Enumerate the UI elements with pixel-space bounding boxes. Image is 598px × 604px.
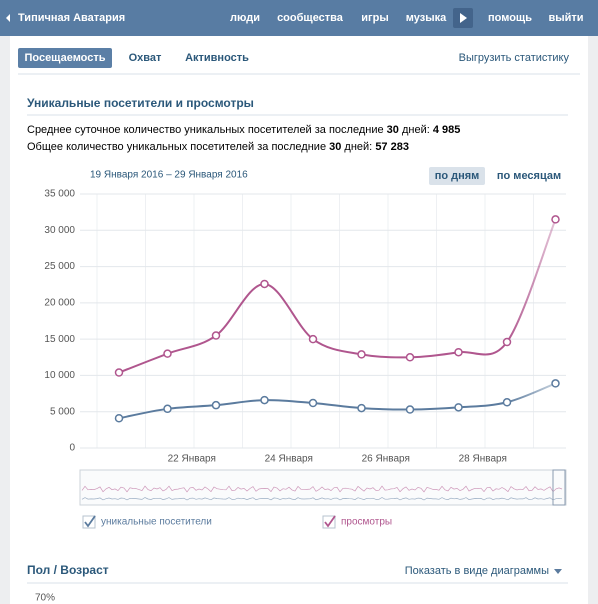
x-tick-label: 26 Января [362,454,410,465]
period-button[interactable]: по дням [435,170,480,182]
tab[interactable]: Посещаемость [24,52,105,64]
nav-link[interactable]: музыка [406,12,447,24]
back-link[interactable]: Типичная Аватария [18,12,125,24]
y-tick-label: 25 000 [44,261,75,272]
point [405,405,415,414]
point [405,353,415,362]
point [502,337,512,347]
point [211,400,221,410]
point [502,398,512,407]
tab[interactable]: Активность [185,52,249,64]
series-line [118,382,556,420]
point [357,403,366,413]
top-bar [0,0,598,36]
x-tick-label: 22 Января [168,454,216,465]
point [260,279,269,289]
x-tick-label: 24 Января [265,454,313,465]
navigator-lines [81,469,566,506]
toggle-link[interactable]: Показать в виде диаграммы [405,565,549,577]
point [308,398,318,408]
navigator-line [81,485,563,493]
point [551,215,560,224]
tab-selected[interactable] [18,48,112,68]
export-link[interactable]: Выгрузить статистику [459,52,570,64]
legend-check [84,515,96,528]
back-arrow[interactable] [6,14,10,22]
y-tick-label: 15 000 [44,334,75,345]
period-button[interactable]: по месяцам [497,170,561,182]
series-line [118,219,557,374]
y-tick-label: 10 000 [44,370,75,381]
stat-text: Общее количество уникальных посетителей … [27,141,329,153]
date-range[interactable]: 19 Января 2016 – 29 Января 2016 [90,170,248,181]
x-tick-label: 28 Января [459,454,507,465]
stat-days: 30 [387,124,399,136]
stat-line: Общее количество уникальных посетителей … [27,141,409,153]
y-tick-label: 70% [35,593,55,604]
dropdown-arrow [554,569,562,574]
y-tick-label: 5 000 [50,406,75,417]
point [454,347,463,357]
legend-label: уникальные посетители [101,517,212,528]
y-tick-label: 0 [69,443,75,454]
point [260,395,269,405]
section-title: Пол / Возраст [27,563,109,577]
point [163,404,172,414]
nav-link[interactable]: сообщества [277,12,344,24]
legend-label: просмотры [341,517,392,528]
tab[interactable]: Охват [129,52,162,64]
y-tick-label: 30 000 [44,225,75,236]
stat-value: 4 985 [433,124,461,136]
y-tick-label: 35 000 [44,189,75,200]
navigator-handle[interactable] [552,469,566,506]
point [551,379,560,388]
section-title: Уникальные посетители и просмотры [27,96,254,110]
point [114,368,124,377]
stat-text: дней: [399,124,433,136]
point [308,334,318,344]
y-tick-label: 20 000 [44,297,75,308]
period-selected[interactable] [429,167,485,185]
nav-link[interactable]: люди [230,12,260,24]
stat-text: дней: [341,141,375,153]
point [454,403,463,412]
nav-link[interactable]: выйти [548,12,583,24]
navigator-line [81,497,563,501]
stat-line: Среднее суточное количество уникальных п… [27,124,460,136]
play-icon [460,13,467,23]
point [357,350,366,359]
nav-link[interactable]: помощь [488,12,532,24]
point [211,331,221,340]
chart: 0 5 000 10 000 15 000 20 000 25 000 30 000 35 0… [44,189,566,529]
stat-text: Среднее суточное количество уникальных п… [27,124,387,136]
nav-link[interactable]: игры [361,12,388,24]
content-panel [10,36,588,604]
stat-value: 57 283 [375,141,409,153]
point [163,349,172,358]
point [114,413,124,423]
legend-check [324,515,336,528]
stat-days: 30 [329,141,341,153]
